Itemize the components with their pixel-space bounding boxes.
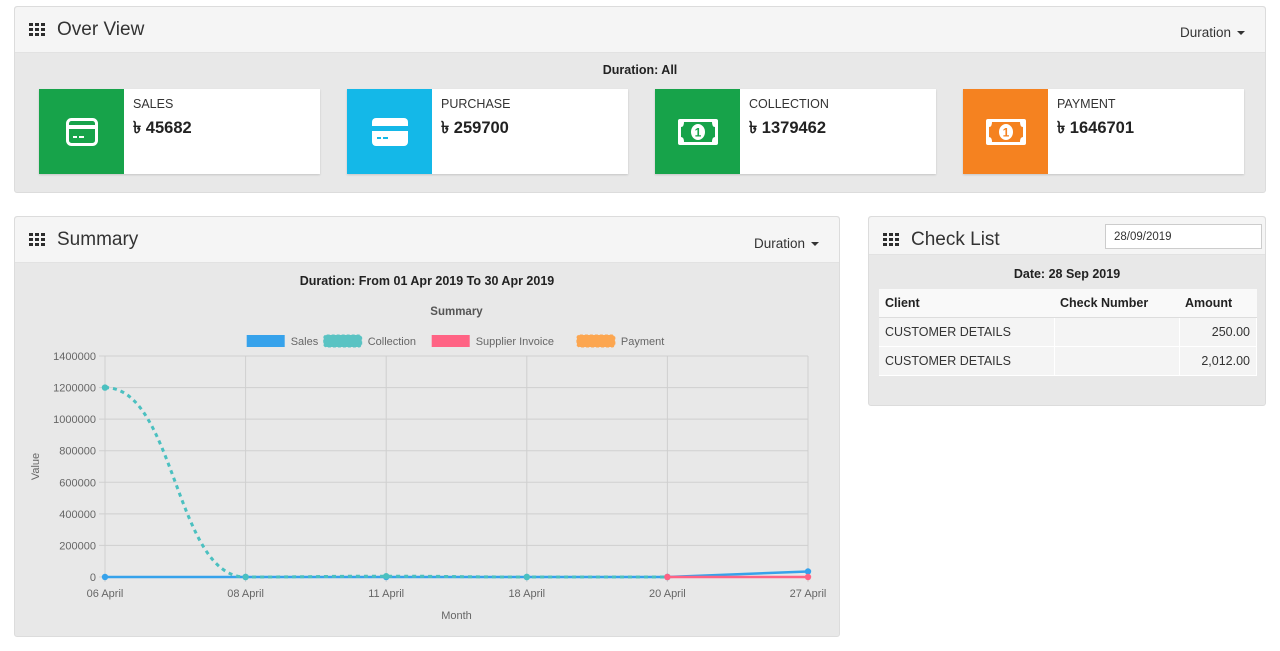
x-tick-label: 08 April [227, 588, 264, 600]
summary-chart: Summary Sales Collection Supplier Invoice Pa… [30, 306, 827, 622]
collection-icon-box: 1 [655, 89, 740, 174]
payment-icon-box: 1 [963, 89, 1048, 174]
x-tick-label: 27 April [790, 588, 827, 600]
credit-card-icon [65, 117, 98, 146]
x-axis-label: Month [441, 610, 472, 622]
legend-label: Collection [368, 336, 416, 348]
data-point [101, 573, 109, 581]
summary-caption: Duration: From 01 Apr 2019 To 30 Apr 201… [299, 274, 555, 288]
column-header-check-number: Check Number [1054, 289, 1179, 318]
x-tick-label: 11 April [368, 588, 404, 600]
collection-value: ৳ 1379462 [749, 119, 827, 137]
payment-card[interactable]: 1 PAYMENT ৳ 1646701 [963, 89, 1244, 174]
sales-icon-box [39, 89, 124, 174]
summary-duration-dropdown[interactable]: Duration [754, 236, 819, 251]
legend-swatch [431, 335, 470, 347]
chevron-down-icon [811, 242, 819, 246]
sales-label: SALES [133, 97, 174, 111]
x-tick-label: 06 April [87, 588, 124, 600]
overview-duration-label: Duration [1179, 25, 1231, 40]
data-point [101, 384, 109, 391]
overview-duration-dropdown[interactable]: Duration [1180, 25, 1245, 40]
checklist-title: Check List [911, 229, 1000, 250]
table-row[interactable]: CUSTOMER DETAILS 2,012.00 [879, 346, 1257, 376]
data-point [523, 573, 530, 581]
purchase-card[interactable]: PURCHASE ৳ 259700 [347, 89, 628, 174]
data-point [804, 568, 812, 575]
cell-check-number [1054, 346, 1180, 376]
money-bill-icon: 1 [985, 118, 1026, 145]
cell-amount: 2,012.00 [1179, 346, 1257, 376]
data-point [804, 573, 812, 581]
y-tick-label: 0 [90, 572, 96, 584]
cell-amount: 250.00 [1179, 317, 1257, 347]
data-point [664, 573, 671, 581]
money-bill-icon: 1 [677, 118, 718, 145]
checklist-caption: Date: 28 Sep 2019 [1013, 267, 1121, 281]
payment-label: PAYMENT [1057, 97, 1116, 111]
collection-card[interactable]: 1 COLLECTION ৳ 1379462 [655, 89, 936, 174]
x-tick-label: 20 April [649, 588, 686, 600]
checklist-header: Check List [869, 217, 1265, 255]
y-tick-label: 1200000 [53, 383, 96, 395]
cell-check-number [1054, 317, 1180, 347]
data-point [383, 573, 390, 580]
summary-panel: Summary Duration Duration: From 01 Apr 2… [14, 216, 840, 637]
y-tick-label: 1400000 [53, 351, 96, 363]
sales-card[interactable]: SALES ৳ 45682 [39, 89, 320, 174]
y-tick-label: 600000 [59, 477, 96, 489]
payment-value: ৳ 1646701 [1057, 119, 1135, 137]
y-tick-label: 800000 [59, 446, 96, 458]
chevron-down-icon [1237, 31, 1245, 35]
sales-value: ৳ 45682 [133, 119, 192, 137]
purchase-icon-box [347, 89, 432, 174]
series-line-collection [104, 386, 668, 579]
y-tick-label: 1000000 [53, 414, 96, 426]
table-row[interactable]: CUSTOMER DETAILS 250.00 [879, 317, 1257, 347]
overview-title: Over View [57, 19, 145, 40]
svg-text:1: 1 [1002, 125, 1009, 139]
y-tick-label: 400000 [59, 509, 96, 521]
chart-title: Summary [430, 306, 483, 318]
svg-text:1: 1 [694, 125, 701, 139]
summary-header: Summary Duration [15, 217, 839, 263]
cell-client: CUSTOMER DETAILS [879, 346, 1055, 376]
y-axis-label: Value [30, 453, 42, 480]
credit-card-icon [371, 117, 408, 146]
checklist-table: Client Check Number Amount CUSTOMER DETA… [879, 289, 1257, 376]
purchase-value: ৳ 259700 [441, 119, 509, 137]
summary-title: Summary [57, 229, 139, 250]
column-header-client: Client [879, 289, 1054, 318]
collection-label: COLLECTION [749, 97, 829, 111]
check-date-input[interactable] [1105, 224, 1262, 249]
cell-client: CUSTOMER DETAILS [879, 317, 1055, 347]
summary-duration-label: Duration [753, 236, 805, 251]
overview-caption: Duration: All [602, 63, 678, 77]
legend-swatch [576, 334, 616, 348]
table-header-row: Client Check Number Amount [879, 289, 1257, 318]
purchase-label: PURCHASE [441, 97, 511, 111]
y-tick-label: 200000 [59, 540, 96, 552]
grid-icon [29, 23, 45, 36]
grid-icon [883, 233, 899, 246]
legend-label: Payment [621, 336, 664, 348]
column-header-amount: Amount [1179, 289, 1257, 318]
checklist-panel: Check List Date: 28 Sep 2019 Client Chec… [868, 216, 1266, 406]
legend-label: Sales [291, 336, 319, 348]
legend-swatch [246, 335, 285, 347]
overview-panel: Over View Duration Duration: All SALES ৳… [14, 6, 1266, 193]
data-point [242, 573, 249, 581]
overview-header: Over View Duration [15, 7, 1265, 53]
legend-label: Supplier Invoice [476, 336, 554, 348]
x-tick-label: 18 April [508, 588, 545, 600]
grid-icon [29, 233, 45, 246]
legend-swatch [323, 334, 363, 348]
